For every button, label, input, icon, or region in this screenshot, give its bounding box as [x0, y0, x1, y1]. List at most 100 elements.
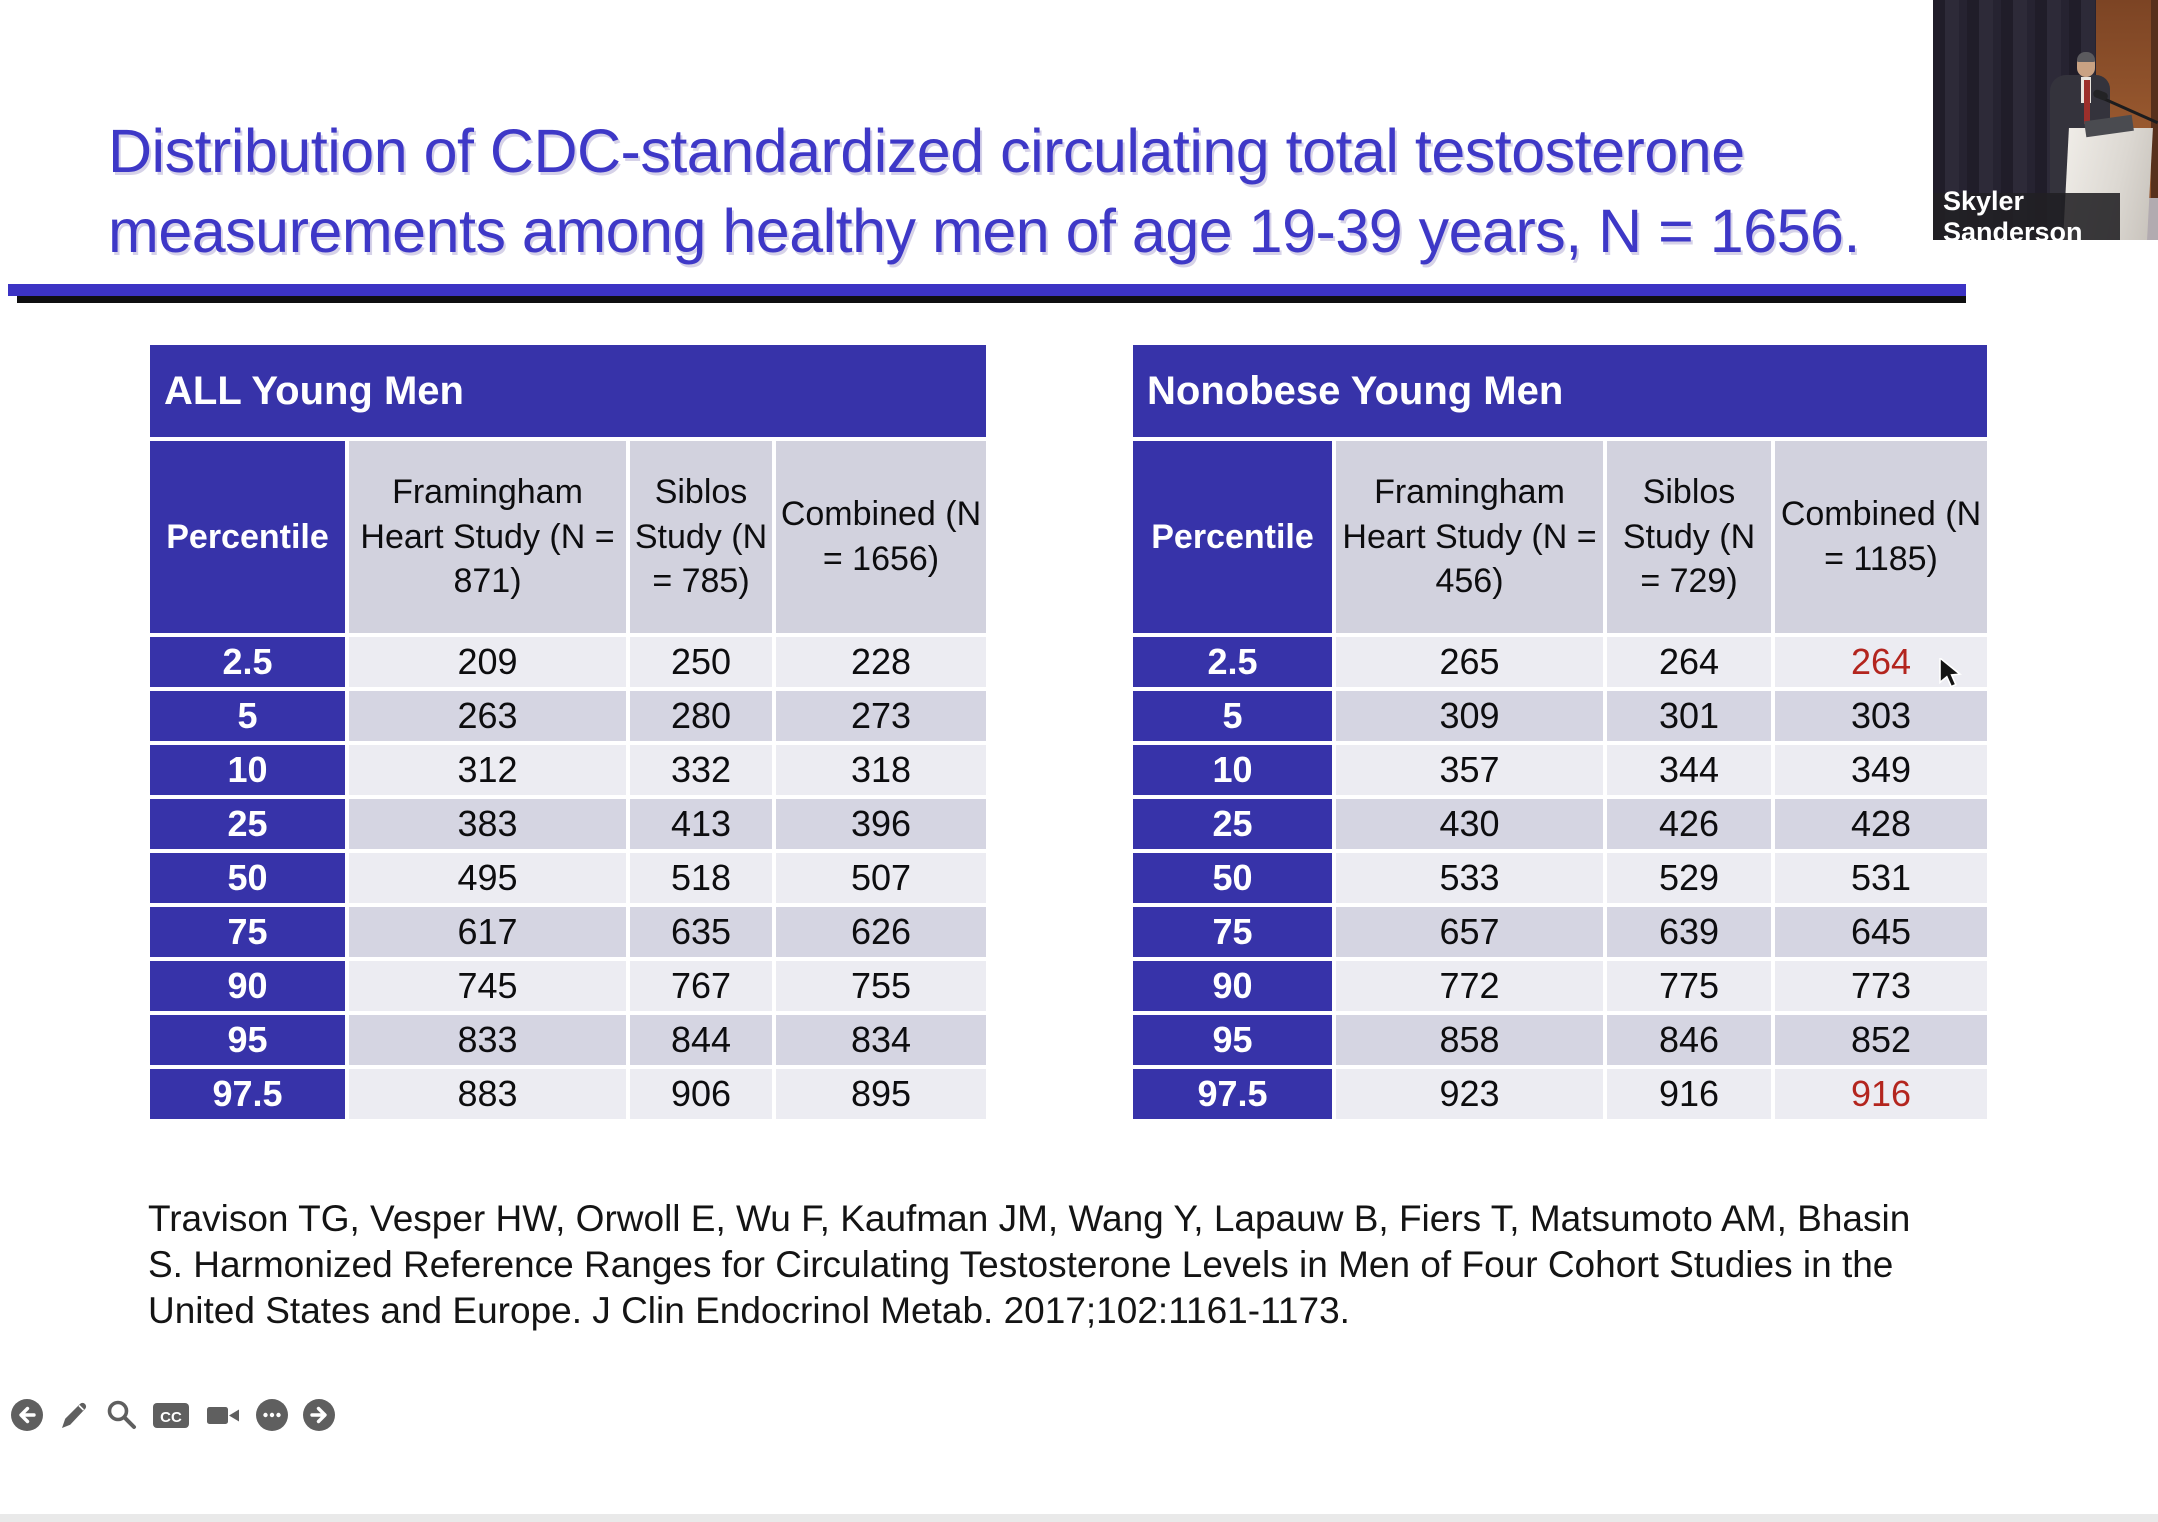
value-cell: 773: [1775, 961, 1987, 1011]
title-underline: [8, 284, 1966, 303]
svg-text:CC: CC: [160, 1409, 182, 1426]
value-cell: 344: [1607, 745, 1771, 795]
value-cell: 518: [630, 853, 772, 903]
percentile-cell: 25: [1133, 799, 1332, 849]
value-cell: 772: [1336, 961, 1603, 1011]
value-cell: 916: [1607, 1069, 1771, 1119]
value-cell: 533: [1336, 853, 1603, 903]
column-header-combined: Combined (N = 1185): [1775, 441, 1987, 633]
value-cell: 357: [1336, 745, 1603, 795]
pencil-icon[interactable]: [57, 1398, 91, 1432]
more-icon[interactable]: [255, 1398, 289, 1432]
speaker-name-label: Skyler Sanderson: [1933, 186, 2120, 240]
slide-title-line2: measurements among healthy men of age 19…: [108, 196, 1860, 265]
column-header-framingham: Framingham Heart Study (N = 456): [1336, 441, 1603, 633]
value-cell: 301: [1607, 691, 1771, 741]
column-header-siblos: Siblos Study (N = 729): [1607, 441, 1771, 633]
value-cell: 657: [1336, 907, 1603, 957]
value-cell: 209: [349, 637, 626, 687]
percentile-cell: 97.5: [150, 1069, 345, 1119]
value-cell: 318: [776, 745, 986, 795]
percentile-cell: 97.5: [1133, 1069, 1332, 1119]
value-cell: 846: [1607, 1015, 1771, 1065]
value-cell: 833: [349, 1015, 626, 1065]
value-cell: 639: [1607, 907, 1771, 957]
citation-text: Travison TG, Vesper HW, Orwoll E, Wu F, …: [148, 1198, 1911, 1331]
percentile-cell: 75: [150, 907, 345, 957]
percentile-cell: 90: [150, 961, 345, 1011]
value-cell: 280: [630, 691, 772, 741]
speaker-hair: [2077, 52, 2095, 62]
percentile-cell: 10: [1133, 745, 1332, 795]
percentile-cell: 5: [1133, 691, 1332, 741]
value-cell: 264: [1607, 637, 1771, 687]
percentile-cell: 2.5: [150, 637, 345, 687]
percentile-cell: 5: [150, 691, 345, 741]
value-cell-highlighted: 264: [1775, 637, 1987, 687]
value-cell: 507: [776, 853, 986, 903]
value-cell: 858: [1336, 1015, 1603, 1065]
value-cell: 383: [349, 799, 626, 849]
value-cell: 906: [630, 1069, 772, 1119]
value-cell: 775: [1607, 961, 1771, 1011]
value-cell: 349: [1775, 745, 1987, 795]
player-toolbar: CC: [10, 1398, 336, 1432]
slide-title-line1: Distribution of CDC-standardized circula…: [108, 117, 1745, 185]
value-cell: 273: [776, 691, 986, 741]
value-cell: 767: [630, 961, 772, 1011]
value-cell: 303: [1775, 691, 1987, 741]
value-cell-highlighted: 916: [1775, 1069, 1987, 1119]
value-cell: 883: [349, 1069, 626, 1119]
value-cell: 635: [630, 907, 772, 957]
value-cell: 309: [1336, 691, 1603, 741]
value-cell: 265: [1336, 637, 1603, 687]
value-cell: 844: [630, 1015, 772, 1065]
value-cell: 852: [1775, 1015, 1987, 1065]
column-header-percentile: Percentile: [150, 441, 345, 633]
value-cell: 531: [1775, 853, 1987, 903]
value-cell: 263: [349, 691, 626, 741]
percentile-cell: 2.5: [1133, 637, 1332, 687]
percentile-cell: 25: [150, 799, 345, 849]
table-title-bar: ALL Young Men: [150, 345, 986, 437]
slide-title: Distribution of CDC-standardized circula…: [108, 112, 1978, 272]
percentile-cell: 95: [1133, 1015, 1332, 1065]
value-cell: 755: [776, 961, 986, 1011]
percentile-cell: 10: [150, 745, 345, 795]
column-header-combined: Combined (N = 1656): [776, 441, 986, 633]
value-cell: 745: [349, 961, 626, 1011]
percentile-cell: 50: [1133, 853, 1332, 903]
value-cell: 529: [1607, 853, 1771, 903]
title-underline-black: [17, 296, 1966, 303]
camera-icon[interactable]: [204, 1398, 242, 1432]
value-cell: 834: [776, 1015, 986, 1065]
percentile-cell: 95: [150, 1015, 345, 1065]
title-underline-blue: [8, 284, 1966, 296]
value-cell: 228: [776, 637, 986, 687]
percentile-cell: 90: [1133, 961, 1332, 1011]
value-cell: 617: [349, 907, 626, 957]
percentile-cell: 50: [150, 853, 345, 903]
value-cell: 645: [1775, 907, 1987, 957]
percentile-cell: 75: [1133, 907, 1332, 957]
closed-captions-icon[interactable]: CC: [151, 1398, 191, 1432]
forward-icon[interactable]: [302, 1398, 336, 1432]
value-cell: 426: [1607, 799, 1771, 849]
value-cell: 413: [630, 799, 772, 849]
table-nonobese-young-men: Nonobese Young Men Percentile Framingham…: [1133, 345, 1987, 1119]
speaker-video-thumbnail[interactable]: Skyler Sanderson: [1933, 0, 2158, 240]
speaker-tie: [2084, 80, 2090, 124]
back-icon[interactable]: [10, 1398, 44, 1432]
table-all-young-men: ALL Young Men Percentile Framingham Hear…: [150, 345, 986, 1119]
value-cell: 430: [1336, 799, 1603, 849]
column-header-siblos: Siblos Study (N = 785): [630, 441, 772, 633]
value-cell: 626: [776, 907, 986, 957]
column-header-framingham: Framingham Heart Study (N = 871): [349, 441, 626, 633]
search-icon[interactable]: [104, 1398, 138, 1432]
table-title-bar: Nonobese Young Men: [1133, 345, 1987, 437]
mouse-cursor: [1939, 658, 1963, 688]
value-cell: 428: [1775, 799, 1987, 849]
bottom-edge-strip: [0, 1514, 2158, 1522]
value-cell: 332: [630, 745, 772, 795]
